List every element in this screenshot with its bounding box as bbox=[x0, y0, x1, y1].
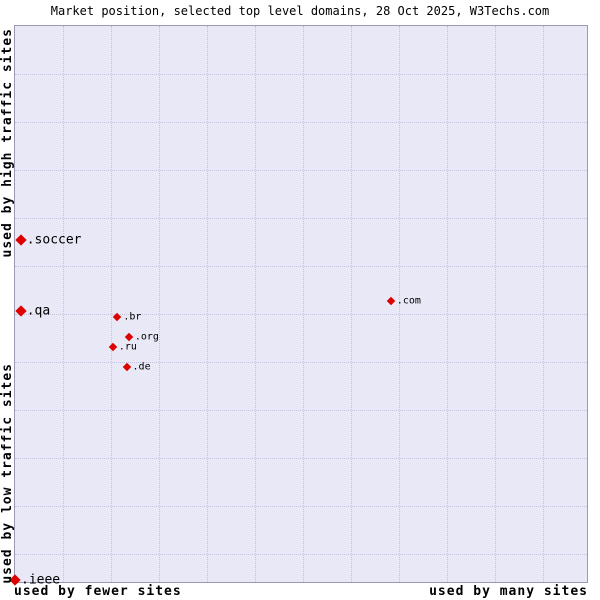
grid-line-horizontal bbox=[15, 458, 587, 459]
grid-line-horizontal bbox=[15, 506, 587, 507]
grid-line-horizontal bbox=[15, 314, 587, 315]
point-label: .qa bbox=[26, 303, 51, 319]
point-label: .soccer bbox=[26, 232, 82, 248]
grid-line-vertical bbox=[495, 26, 496, 582]
point-label: .ieee bbox=[21, 572, 61, 588]
grid-line-horizontal bbox=[15, 74, 587, 75]
grid-line-vertical bbox=[255, 26, 256, 582]
grid-line-vertical bbox=[303, 26, 304, 582]
point-label: .com bbox=[396, 295, 421, 307]
x-axis-label-fewer-sites: used by fewer sites bbox=[14, 584, 182, 599]
point-label: .br bbox=[123, 311, 142, 323]
point-label: .ru bbox=[118, 341, 137, 353]
chart-title: Market position, selected top level doma… bbox=[50, 4, 550, 18]
grid-line-vertical bbox=[63, 26, 64, 582]
diamond-marker-icon bbox=[122, 362, 131, 372]
grid-line-vertical bbox=[447, 26, 448, 582]
grid-line-horizontal bbox=[15, 410, 587, 411]
y-axis-label-high-traffic: used by high traffic sites bbox=[0, 28, 15, 258]
x-axis-label-many-sites: used by many sites bbox=[429, 584, 588, 599]
diamond-marker-icon bbox=[15, 234, 27, 246]
grid-line-vertical bbox=[543, 26, 544, 582]
grid-line-vertical bbox=[159, 26, 160, 582]
grid-line-vertical bbox=[207, 26, 208, 582]
grid-line-vertical bbox=[111, 26, 112, 582]
diamond-marker-icon bbox=[108, 342, 118, 352]
grid-line-horizontal bbox=[15, 122, 587, 123]
point-label: .org bbox=[134, 331, 159, 343]
grid-line-vertical bbox=[399, 26, 400, 582]
point-label: .de bbox=[132, 361, 151, 373]
plot-area: .soccer .qa .br .com .org .ru .de .ieee bbox=[9, 25, 588, 587]
diamond-marker-icon bbox=[15, 305, 27, 317]
grid-line-horizontal bbox=[15, 362, 587, 363]
diamond-marker-icon bbox=[124, 332, 134, 342]
grid-line-horizontal bbox=[15, 218, 587, 219]
y-axis-label-low-traffic: used by low traffic sites bbox=[0, 363, 15, 584]
grid-line-vertical bbox=[351, 26, 352, 582]
grid-line-horizontal bbox=[15, 170, 587, 171]
grid-line-horizontal bbox=[15, 266, 587, 267]
diamond-marker-icon bbox=[386, 296, 396, 306]
grid-line-horizontal bbox=[15, 554, 587, 555]
